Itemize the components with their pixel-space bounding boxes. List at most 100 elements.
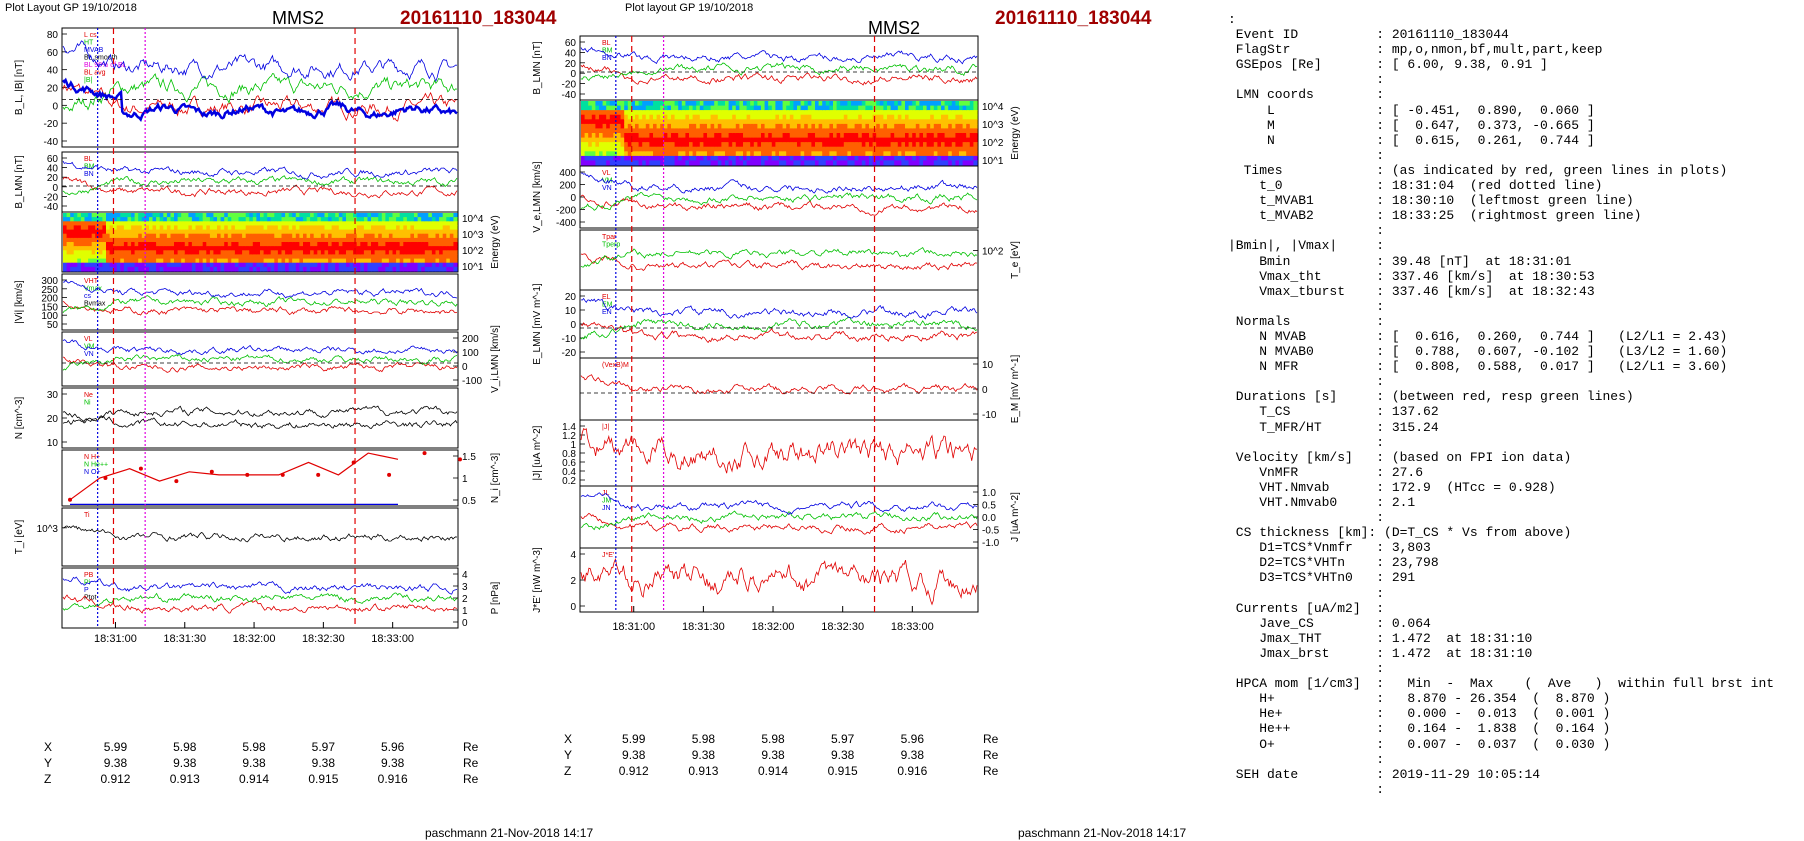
spectrogram-cell	[292, 237, 297, 243]
spectrogram-cell	[406, 221, 412, 226]
spectrogram-cell	[653, 101, 658, 107]
spectrogram-cell	[642, 114, 647, 120]
spectrogram-cell	[627, 105, 632, 111]
spectrogram-cell	[746, 110, 751, 116]
spectrogram-cell	[915, 151, 920, 157]
spectrogram-cell	[191, 225, 197, 231]
spectrogram-cell	[181, 237, 186, 243]
spectrogram-cell	[800, 105, 805, 111]
spectrogram-cell	[320, 225, 326, 231]
y-tick-label: 4	[462, 570, 468, 581]
spectrogram-cell	[367, 233, 372, 239]
spectrogram-cell	[764, 146, 769, 152]
spectrogram-cell	[897, 119, 902, 125]
spectrogram-cell	[973, 151, 978, 157]
spectrogram-cell	[584, 133, 589, 139]
spectrogram-cell	[134, 221, 139, 226]
spectrogram-cell	[77, 229, 82, 235]
spectrogram-cell	[602, 101, 607, 107]
spectrogram-cell	[156, 254, 161, 260]
coord-value: 5.98	[242, 740, 266, 754]
spectrogram-cell	[120, 237, 125, 243]
spectrogram-cell	[374, 213, 379, 218]
spectrogram-cell	[414, 250, 419, 255]
spectrogram-cell	[930, 142, 935, 148]
spectrogram-cell	[642, 155, 647, 162]
data-point	[422, 451, 427, 456]
spectrogram-cell	[725, 101, 730, 107]
spectrogram-cell	[435, 266, 440, 272]
spectrogram-cell	[353, 254, 358, 260]
spectrogram-cell	[703, 128, 708, 134]
spectrogram-cell	[374, 250, 379, 255]
spectrogram-cell	[399, 250, 404, 255]
info-line: Times : (as indicated by red, green line…	[1228, 162, 1728, 178]
info-line: Jave_CS : 0.064	[1228, 615, 1431, 631]
spectrogram-cell	[678, 160, 683, 166]
spectrogram-cell	[303, 225, 308, 231]
spectrogram-cell	[649, 151, 654, 157]
spectrogram-cell	[396, 266, 401, 272]
spectrogram-cell	[944, 101, 949, 107]
spectrogram-cell	[84, 237, 89, 243]
spectrogram-cell	[317, 229, 322, 235]
spectrogram-cell	[645, 123, 650, 130]
spectrogram-cell	[195, 225, 200, 231]
spectrogram-cell	[453, 246, 458, 251]
spectrogram-cell	[120, 258, 125, 264]
spectrogram-cell	[937, 105, 942, 111]
spectrogram-cell	[77, 254, 82, 260]
spectrogram-cell	[653, 110, 658, 116]
spectrogram-cell	[833, 105, 838, 111]
spectrogram-cell	[303, 250, 308, 255]
spectrogram-cell	[159, 237, 164, 243]
spectrogram-cell	[421, 242, 426, 247]
spectrogram-cell	[638, 146, 643, 152]
spectrogram-cell	[843, 128, 848, 134]
spectrogram-cell	[177, 258, 182, 264]
spectrogram-cell	[442, 225, 447, 231]
spectrogram-cell	[131, 246, 136, 251]
spectrogram-cell	[224, 229, 229, 235]
spectrogram-cell	[591, 155, 596, 162]
spectrogram-cell	[678, 119, 683, 125]
data-point	[245, 472, 250, 477]
spectrogram-cell	[285, 229, 290, 235]
spectrogram-cell	[750, 101, 755, 107]
spectrogram-cell	[116, 246, 121, 251]
spectrogram-cell	[446, 254, 451, 260]
spectrogram-cell	[750, 123, 755, 130]
spectrogram-cell	[635, 123, 640, 130]
spectrogram-cell	[663, 137, 668, 143]
spectrogram-cell	[959, 114, 964, 120]
spectrogram-cell	[63, 229, 68, 235]
spectrogram-cell	[188, 213, 193, 218]
legend-entry: VL	[84, 336, 93, 343]
info-line: D2=TCS*VHTn : 23,798	[1228, 555, 1439, 571]
spectrogram-cell	[98, 233, 103, 239]
spectrogram-cell	[195, 213, 200, 218]
spectrogram-cell	[890, 160, 895, 166]
y-tick-label: 1	[462, 474, 468, 485]
spectrogram-cell	[424, 254, 429, 260]
spectrogram-cell	[703, 123, 708, 130]
spectrogram-cell	[77, 237, 82, 243]
spectrogram-cell	[743, 155, 748, 162]
spectrogram-cell	[388, 258, 394, 264]
spectrogram-cell	[342, 217, 347, 222]
spectrogram-cell	[303, 258, 308, 264]
spectrogram-cell	[624, 114, 629, 120]
spectrogram-cell	[937, 151, 942, 157]
spectrogram-cell	[252, 213, 257, 218]
spectrogram-cell	[620, 123, 625, 130]
spectrogram-cell	[804, 119, 809, 125]
spectrogram-cell	[753, 137, 758, 143]
spectrogram-cell	[883, 110, 888, 116]
spectrogram-cell	[249, 217, 254, 222]
spectrogram-cell	[959, 110, 964, 116]
spectrogram-cell	[127, 262, 132, 268]
spectrogram-cell	[116, 237, 121, 243]
spectrogram-cell	[847, 123, 852, 130]
spectrogram-cell	[439, 262, 444, 268]
spectrogram-cell	[584, 114, 589, 120]
